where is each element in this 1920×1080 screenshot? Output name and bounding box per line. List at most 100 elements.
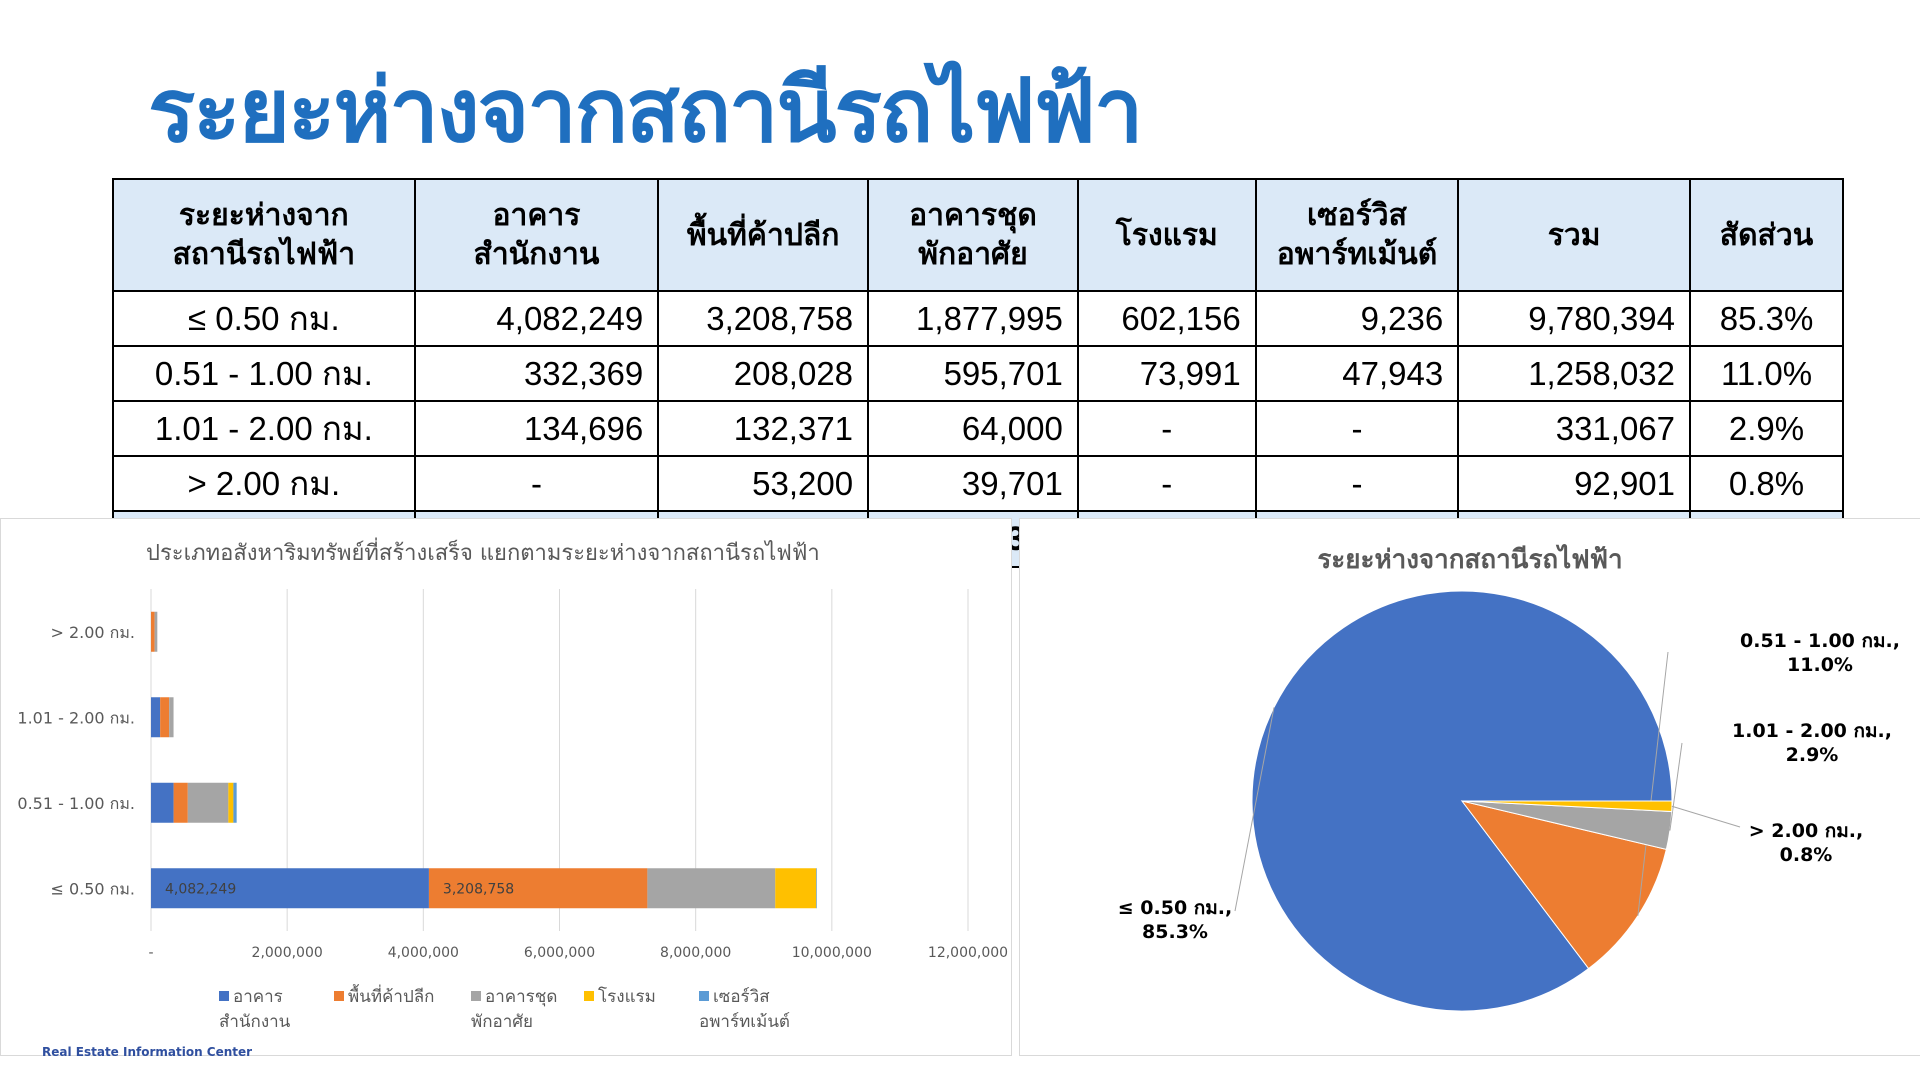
- table-cell: 3,208,758: [657, 290, 870, 347]
- table-cell: 64,000: [867, 400, 1079, 457]
- table-cell: 73,991: [1076, 345, 1257, 402]
- legend-item: อาคารชุด พักอาศัย: [471, 985, 557, 1034]
- table-cell: -: [1076, 400, 1257, 457]
- legend-swatch: [584, 991, 594, 1001]
- x-tick-label: 10,000,000: [792, 945, 872, 961]
- bar-segment: [151, 611, 155, 652]
- table-cell: 92,901: [1457, 455, 1692, 512]
- legend-swatch: [219, 991, 229, 1001]
- pie-data-label: ≤ 0.50 กม., 85.3%: [1118, 897, 1233, 943]
- table-cell: 1,258,032: [1457, 345, 1692, 402]
- table-cell: -: [1254, 455, 1460, 512]
- legend-label: อาคารชุด พักอาศัย: [471, 987, 558, 1032]
- table-cell: 53,200: [657, 455, 870, 512]
- bar-segment: [187, 782, 229, 823]
- y-category-label: > 2.00 กม.: [50, 623, 135, 642]
- table-row: 0.51 - 1.00 กม. 332,369 208,028 595,701 73,9…: [112, 345, 1844, 402]
- x-tick-label: 4,000,000: [388, 945, 459, 961]
- y-category-label: 1.01 - 2.00 กม.: [17, 708, 135, 727]
- table-cell: 2.9%: [1689, 400, 1844, 457]
- table-cell: 85.3%: [1689, 290, 1844, 347]
- bar-data-label: 3,208,758: [443, 881, 514, 897]
- y-category-label: ≤ 0.50 กม.: [50, 879, 135, 898]
- table-cell: 132,371: [657, 400, 870, 457]
- bar-segment: [775, 868, 817, 909]
- legend-swatch: [334, 991, 344, 1001]
- table-cell: 11.0%: [1689, 345, 1844, 402]
- header-cell: สัดส่วน: [1689, 178, 1844, 292]
- row-label-cell: 1.01 - 2.00 กม.: [112, 400, 416, 457]
- table-cell: 9,236: [1254, 290, 1460, 347]
- bar-segment: [173, 782, 188, 823]
- stacked-bar-chart-panel: ประเภทอสังหาริมทรัพย์ที่สร้างเสร็จ แยกตา…: [0, 518, 1012, 1056]
- bar-segment: [160, 697, 170, 738]
- table-cell: 208,028: [657, 345, 870, 402]
- table-cell: 332,369: [413, 345, 660, 402]
- legend-label: พื้นที่ค้าปลีก: [348, 987, 435, 1007]
- header-cell: รวม: [1457, 178, 1692, 292]
- bar-segment: [151, 697, 161, 738]
- table-cell: -: [1254, 400, 1460, 457]
- pie-data-label: 0.51 - 1.00 กม., 11.0%: [1740, 630, 1900, 676]
- table-cell: 47,943: [1254, 345, 1460, 402]
- page-title: ระยะห่างจากสถานีรถไฟฟ้า: [148, 59, 1143, 162]
- table-cell: 0.8%: [1689, 455, 1844, 512]
- legend-label: อาคาร สำนักงาน: [219, 987, 291, 1032]
- table-cell: 134,696: [413, 400, 660, 457]
- bar-data-label: 4,082,249: [165, 881, 236, 897]
- table-cell: 4,082,249: [413, 290, 660, 347]
- x-tick-label: 6,000,000: [524, 945, 595, 961]
- pie-leader-line: [1669, 742, 1683, 831]
- x-tick-label: 2,000,000: [252, 945, 323, 961]
- x-tick-label: -: [148, 945, 153, 961]
- header-cell: โรงแรม: [1076, 178, 1257, 292]
- pie-leader-line: [1671, 805, 1741, 828]
- header-cell: เซอร์วิส อพาร์ทเม้นต์: [1254, 178, 1460, 292]
- table-cell: -: [1076, 455, 1257, 512]
- header-cell: พื้นที่ค้าปลีก: [657, 178, 870, 292]
- bar-segment: [428, 868, 648, 909]
- table-cell: 9,780,394: [1457, 290, 1692, 347]
- table-cell: -: [413, 455, 660, 512]
- bar-chart-legend: อาคาร สำนักงาน พื้นที่ค้าปลีก อาคารชุด พักอา…: [1, 985, 1011, 1045]
- pie-leader-line: [1234, 707, 1275, 912]
- table-cell: 595,701: [867, 345, 1079, 402]
- row-label-cell: 0.51 - 1.00 กม.: [112, 345, 416, 402]
- x-tick-label: 12,000,000: [928, 945, 1008, 961]
- table-row: 1.01 - 2.00 กม. 134,696 132,371 64,000- -331…: [112, 400, 1844, 457]
- pie-data-label: 1.01 - 2.00 กม., 2.9%: [1732, 720, 1892, 766]
- table-cell: 1,877,995: [867, 290, 1079, 347]
- legend-item: โรงแรม: [584, 985, 656, 1010]
- row-label-cell: ≤ 0.50 กม.: [112, 290, 416, 347]
- row-label-cell: > 2.00 กม.: [112, 455, 416, 512]
- pie-chart: ≤ 0.50 กม., 85.3% 0.51 - 1.00 กม., 11.0% 1.0…: [1118, 590, 1900, 1012]
- pie-chart-panel: ระยะห่างจากสถานีรถไฟฟ้า ≤ 0.50 กม., 85.3%…: [1019, 518, 1920, 1056]
- legend-item: อาคาร สำนักงาน: [219, 985, 290, 1034]
- footer-text: Real Estate Information Center: [42, 1045, 253, 1059]
- table-row: ≤ 0.50 กม. 4,082,249 3,208,758 1,877,995 602…: [112, 290, 1844, 347]
- pie-data-label: > 2.00 กม., 0.8%: [1749, 820, 1864, 866]
- legend-label: โรงแรม: [598, 987, 656, 1007]
- header-cell: ระยะห่างจาก สถานีรถไฟฟ้า: [112, 178, 416, 292]
- bar-segment: [816, 868, 817, 909]
- legend-item: เซอร์วิส อพาร์ทเม้นต์: [699, 985, 790, 1034]
- y-category-label: 0.51 - 1.00 กม.: [17, 794, 135, 813]
- legend-label: เซอร์วิส อพาร์ทเม้นต์: [699, 987, 790, 1032]
- bar-segment: [228, 782, 234, 823]
- bar-segment: [151, 868, 429, 909]
- table-cell: 331,067: [1457, 400, 1692, 457]
- table-header-row: ระยะห่างจาก สถานีรถไฟฟ้า อาคาร สำนักงาน พื…: [112, 178, 1844, 292]
- header-cell: อาคารชุด พักอาศัย: [867, 178, 1079, 292]
- bar-segment: [233, 782, 237, 823]
- legend-item: พื้นที่ค้าปลีก: [334, 985, 434, 1010]
- x-tick-label: 8,000,000: [660, 945, 731, 961]
- bar-segment: [154, 611, 158, 652]
- table-cell: 39,701: [867, 455, 1079, 512]
- distance-summary-table: ระยะห่างจาก สถานีรถไฟฟ้า อาคาร สำนักงาน พื…: [112, 178, 1844, 568]
- legend-swatch: [699, 991, 709, 1001]
- stacked-bar-chart: - 2,000,000 4,000,000 6,000,000 8,000,000 10,…: [17, 589, 1008, 961]
- table-row: > 2.00 กม. -53,200 39,701- -92,901 0.8%: [112, 455, 1844, 512]
- bar-chart-title: ประเภทอสังหาริมทรัพย์ที่สร้างเสร็จ แยกตา…: [146, 541, 820, 566]
- table-cell: 602,156: [1076, 290, 1257, 347]
- bar-segment: [169, 697, 174, 738]
